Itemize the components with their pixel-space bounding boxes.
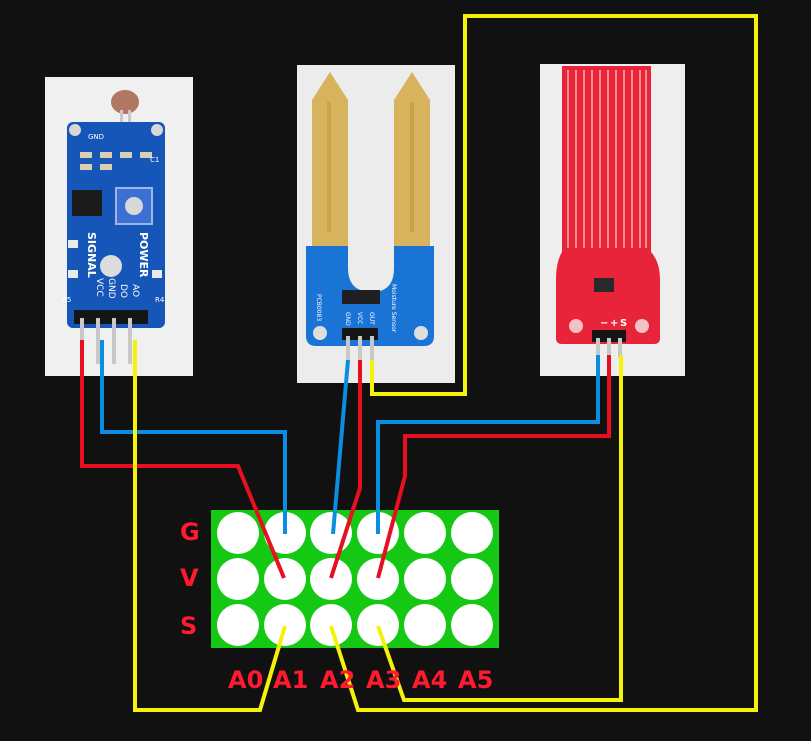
col-label-a1: A1 — [273, 666, 309, 694]
light-gndpin-text: GND — [106, 278, 116, 299]
soil-pcb-text: PCB0083 — [315, 294, 322, 321]
col-label-a2: A2 — [320, 666, 356, 694]
photoresistor — [111, 90, 139, 114]
wire-light-vcc — [80, 340, 286, 579]
wire-light-signal — [133, 340, 287, 712]
light-r4-text: R4 — [155, 296, 165, 304]
light-c1-text: C1 — [150, 156, 159, 164]
wire-soil-gnd — [331, 359, 350, 535]
soil-sensor-module: PCB0083 Moisture Sensor GND VCC OUT — [306, 72, 434, 364]
water-header — [592, 330, 626, 342]
soil-header — [342, 328, 378, 340]
row-label-s: S — [180, 612, 198, 640]
wire-water-vcc — [376, 355, 611, 579]
comparator-chip — [72, 190, 102, 216]
wire-water-signal — [376, 355, 623, 702]
light-r5-text: R5 — [62, 296, 71, 304]
col-label-a4: A4 — [412, 666, 448, 694]
light-do-text: DO — [118, 284, 128, 298]
soil-pin-gnd: GND — [344, 312, 351, 326]
wire-soil-signal — [329, 14, 758, 712]
sensor-header-board — [211, 510, 499, 648]
water-sensor-module: − + S — [556, 66, 660, 358]
light-gnd-text: GND — [88, 133, 104, 141]
light-ao-text: AO — [130, 284, 140, 297]
light-vcc-text: VCC — [94, 278, 104, 297]
col-label-a5: A5 — [458, 666, 494, 694]
light-sensor-module: GND C1 SIGNAL POWER VCC GND DO AO R5 R4 — [62, 90, 165, 364]
row-label-v: V — [180, 564, 199, 592]
col-label-a3: A3 — [366, 666, 402, 694]
col-label-a0: A0 — [228, 666, 264, 694]
water-pin-minus: − — [600, 318, 608, 329]
row-label-g: G — [180, 518, 200, 546]
soil-pin-out: OUT — [368, 312, 375, 325]
light-header — [74, 310, 148, 324]
light-signal-text: SIGNAL — [85, 232, 98, 278]
light-power-text: POWER — [137, 232, 150, 278]
soil-title-text: Moisture Sensor — [390, 284, 397, 333]
wire-water-gnd — [376, 355, 600, 534]
wire-light-gnd — [100, 340, 287, 534]
water-pin-s: S — [620, 318, 627, 329]
water-pin-plus: + — [610, 318, 618, 329]
soil-pin-vcc: VCC — [356, 312, 363, 324]
wire-soil-vcc — [329, 360, 362, 579]
